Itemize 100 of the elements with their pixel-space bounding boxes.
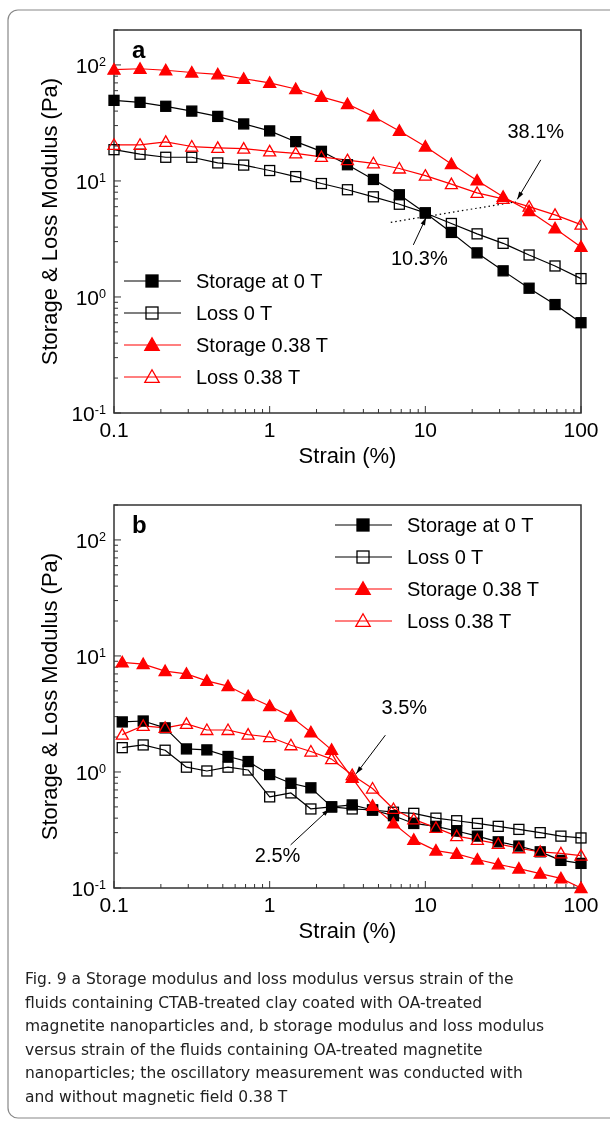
y-tick-label: 10$^{2}$ (75, 528, 106, 552)
x-axis-title: Strain (%) (298, 918, 397, 943)
point (133, 138, 147, 150)
point (445, 217, 458, 230)
point (470, 186, 484, 198)
point (512, 861, 526, 874)
point (264, 768, 276, 781)
point (574, 881, 588, 894)
point (159, 63, 173, 76)
point (263, 699, 277, 712)
x-tick-label: 100 (563, 418, 599, 441)
point (392, 124, 407, 137)
point (221, 679, 235, 692)
y-tick-label: 10$^{2}$ (75, 53, 106, 77)
legend-label: Loss 0.38 T (196, 366, 301, 388)
point (212, 157, 224, 169)
point (387, 806, 400, 818)
point (392, 161, 407, 174)
legend-label: Storage 0.38 T (196, 334, 328, 356)
point (200, 674, 214, 687)
legend-label: Loss 0 T (407, 546, 484, 568)
point (575, 272, 587, 285)
annotation: 3.5% (381, 696, 428, 719)
point (365, 781, 380, 794)
annotation: 2.5% (254, 843, 301, 866)
point (470, 852, 485, 865)
point (470, 173, 484, 186)
x-tick-label: 100 (563, 893, 599, 916)
point (115, 727, 129, 740)
point (211, 67, 225, 80)
point (444, 157, 459, 170)
point (418, 139, 432, 152)
point (492, 820, 504, 832)
point (315, 177, 328, 190)
point (533, 866, 547, 879)
point (241, 689, 255, 702)
point (201, 765, 213, 777)
point (263, 730, 277, 743)
point (160, 100, 172, 112)
point (136, 657, 150, 670)
annotation: 10.3% (390, 246, 448, 269)
point (304, 725, 318, 738)
point (211, 141, 225, 153)
point (314, 150, 329, 163)
point (289, 146, 303, 159)
point (522, 200, 536, 212)
point (451, 815, 463, 827)
point (186, 105, 198, 117)
point (386, 802, 401, 815)
point (549, 260, 561, 272)
legend-label: Loss 0.38 T (407, 610, 512, 632)
point (180, 761, 193, 773)
x-tick-label: 0.1 (99, 893, 129, 916)
point (471, 817, 484, 830)
legend-label: Loss 0 T (196, 302, 273, 324)
point (134, 148, 146, 160)
point (134, 96, 146, 108)
point (575, 317, 587, 329)
point (200, 723, 214, 736)
point (186, 151, 198, 163)
point (548, 208, 562, 221)
chart-title: a (132, 36, 146, 63)
point (116, 716, 128, 728)
x-tick-label: 1 (263, 893, 276, 916)
y-tick-label: 10$^{0}$ (75, 285, 106, 309)
point (450, 829, 464, 842)
point (290, 136, 302, 148)
point (116, 742, 128, 754)
point (108, 144, 120, 156)
point (523, 249, 535, 261)
point (237, 141, 251, 154)
point (305, 782, 317, 794)
point (575, 832, 587, 844)
x-tick-label: 10 (413, 893, 438, 916)
point (179, 717, 194, 729)
point (304, 744, 318, 757)
point (237, 72, 251, 84)
annotation: 38.1% (507, 119, 565, 142)
point (264, 791, 276, 803)
point (305, 803, 317, 815)
x-tick-label: 10 (413, 418, 438, 441)
point (180, 743, 193, 755)
point (340, 97, 355, 110)
point (263, 76, 277, 89)
x-tick-label: 0.1 (99, 418, 129, 441)
point (285, 787, 297, 799)
y-tick-label: 10$^{1}$ (75, 169, 106, 193)
point (346, 803, 358, 815)
point (185, 65, 199, 78)
point (290, 170, 302, 183)
point (158, 664, 172, 677)
point (407, 833, 421, 845)
point (497, 265, 509, 277)
point (107, 63, 121, 75)
point (408, 807, 420, 819)
point (367, 173, 380, 186)
point (264, 164, 276, 177)
point (574, 240, 588, 253)
point (554, 846, 568, 859)
legend-label: Storage at 0 T (407, 514, 534, 536)
